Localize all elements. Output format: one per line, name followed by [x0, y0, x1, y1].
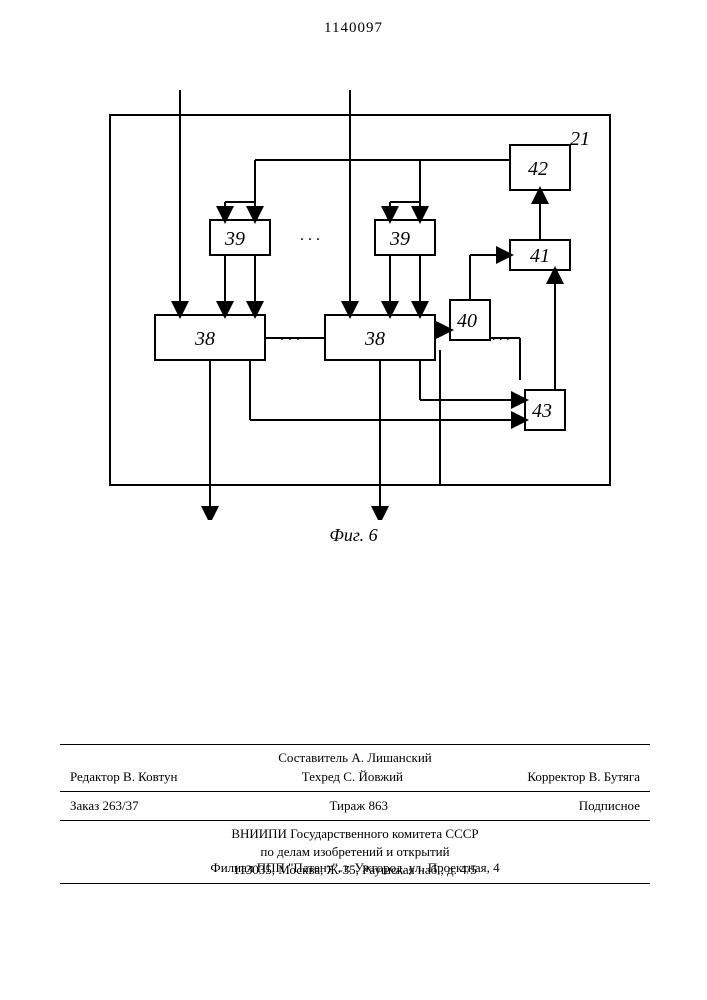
- org1: ВНИИПИ Государственного комитета СССР: [60, 825, 650, 843]
- block-39a-label: 39: [224, 228, 245, 250]
- branch: Филиал ППП "Патент", г. Ужгород, ул. Про…: [60, 860, 650, 876]
- page-number: 1140097: [324, 20, 383, 37]
- enclosure-label: 21: [570, 128, 590, 150]
- corrector: Корректор В. Бутяга: [527, 769, 640, 785]
- block-39b-label: 39: [389, 228, 410, 250]
- block-43-label: 43: [532, 400, 552, 422]
- ellipsis-39: . . .: [300, 227, 320, 244]
- order: Заказ 263/37: [70, 798, 139, 814]
- compiler: Составитель А. Лишанский: [60, 749, 650, 767]
- signed: Подписное: [579, 798, 640, 814]
- block-38a-label: 38: [194, 328, 215, 350]
- figure-caption: Фиг. 6: [329, 525, 377, 546]
- ellipsis-38: . . .: [280, 327, 300, 344]
- block-40-label: 40: [457, 310, 477, 332]
- tirage: Тираж 863: [329, 798, 388, 814]
- editor: Редактор В. Ковтун: [70, 769, 177, 785]
- org2: по делам изобретений и открытий: [60, 843, 650, 861]
- block-42-label: 42: [528, 158, 548, 180]
- techred: Техред С. Йовжий: [302, 769, 403, 785]
- block-41-label: 41: [530, 245, 550, 267]
- ellipsis-40: . . .: [492, 329, 510, 344]
- block-38b-label: 38: [364, 328, 385, 350]
- block-diagram: 21 42 41 39 39 . . . 38 38 . . . 40 . . …: [80, 90, 630, 520]
